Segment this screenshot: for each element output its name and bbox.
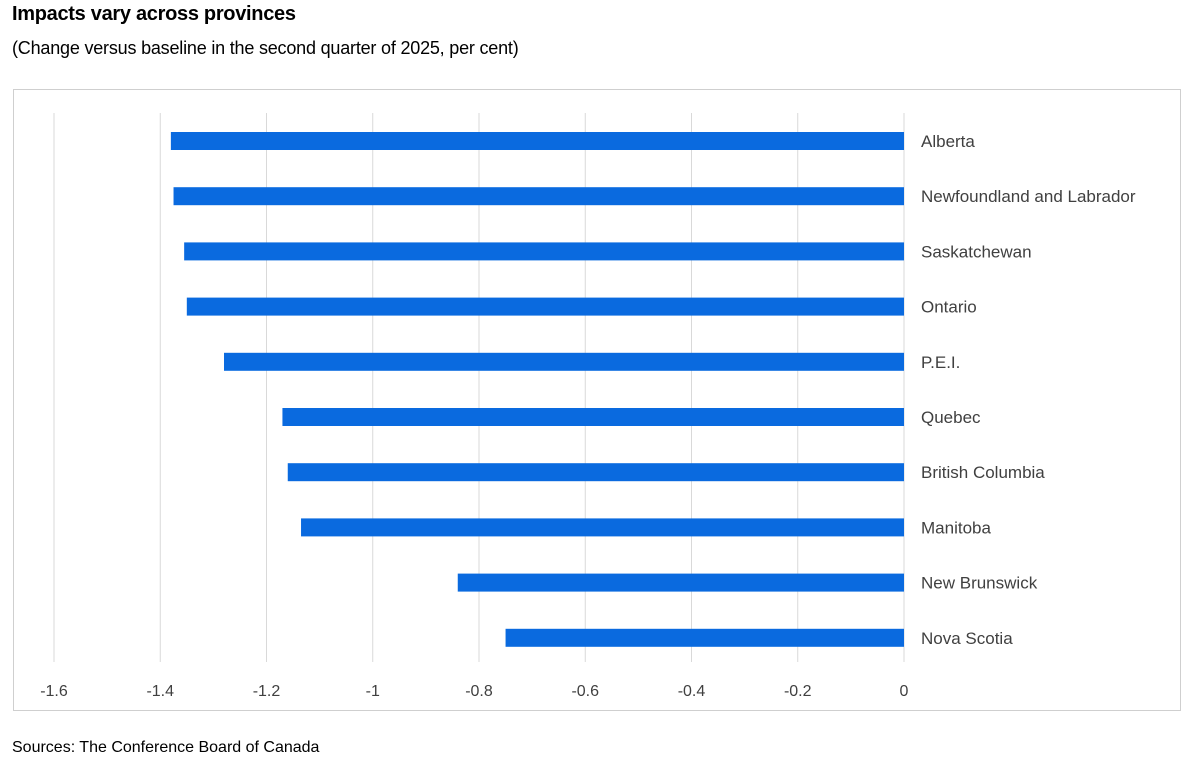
x-tick-label: -1 — [366, 683, 380, 700]
bar — [224, 352, 904, 371]
category-label: British Columbia — [921, 463, 1045, 482]
bar — [282, 408, 904, 426]
bar — [186, 297, 904, 316]
category-label: Alberta — [921, 132, 975, 151]
category-label: Quebec — [921, 408, 981, 427]
bar — [287, 463, 904, 482]
chart-frame — [13, 89, 1181, 711]
category-label: P.E.I. — [921, 353, 960, 372]
chart-subtitle: (Change versus baseline in the second qu… — [12, 38, 519, 58]
chart-title: Impacts vary across provinces — [12, 3, 296, 25]
x-tick-label: -1.2 — [253, 683, 281, 700]
category-label: Ontario — [921, 298, 977, 317]
bar — [173, 187, 904, 206]
bar — [170, 132, 904, 150]
source-note: Sources: The Conference Board of Canada — [12, 739, 320, 756]
x-tick-label: -0.8 — [465, 683, 493, 700]
bar — [505, 628, 904, 647]
bar — [184, 242, 904, 261]
x-tick-label: -0.6 — [571, 683, 599, 700]
category-label: Saskatchewan — [921, 242, 1032, 261]
bar — [457, 573, 904, 592]
x-tick-label: -0.4 — [678, 683, 706, 700]
category-label: Newfoundland and Labrador — [921, 187, 1136, 206]
x-tick-label: -1.4 — [146, 683, 174, 700]
category-label: New Brunswick — [921, 574, 1038, 593]
x-tick-label: -1.6 — [40, 683, 68, 700]
x-tick-label: 0 — [900, 683, 909, 700]
category-label: Manitoba — [921, 518, 991, 537]
category-label: Nova Scotia — [921, 629, 1013, 648]
x-tick-label: -0.2 — [784, 683, 812, 700]
bar — [301, 518, 904, 537]
